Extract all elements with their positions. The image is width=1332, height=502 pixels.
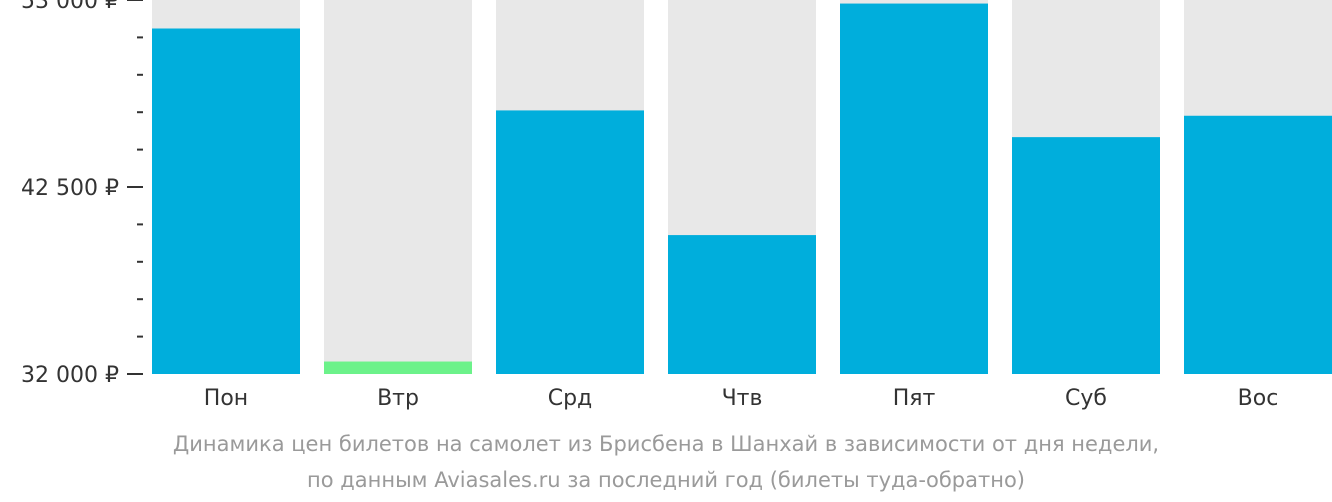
bar-6[interactable] [1012,137,1160,374]
bar-3[interactable] [496,110,644,375]
bar-1[interactable] [152,28,300,374]
x-axis: Пон Втр Срд Чтв Пят Суб Вос [204,386,1279,411]
y-axis: 53 000 ₽ 42 500 ₽ 32 000 ₽ [21,0,143,388]
price-by-weekday-chart: 53 000 ₽ 42 500 ₽ 32 000 ₽ Пон Втр Срд Чтв Пят… [21,0,1332,411]
x-tick-label: Суб [1065,386,1107,411]
y-tick-label: 53 000 ₽ [21,0,119,14]
x-tick-label: Чтв [722,386,763,411]
bar-7[interactable] [1184,115,1332,374]
x-tick-label: Пят [893,386,936,411]
bar-2[interactable] [324,361,472,374]
bar-5[interactable] [840,3,988,375]
x-tick-label: Вос [1238,386,1279,411]
bars [152,3,1332,375]
bar-4[interactable] [668,235,816,374]
x-tick-label: Пон [204,386,248,411]
chart-caption-line-2: по данным Aviasales.ru за последний год … [307,468,1025,492]
bar-track [324,0,472,374]
y-tick-label: 42 500 ₽ [21,176,119,201]
chart-caption-line-1: Динамика цен билетов на самолет из Брисб… [172,432,1160,456]
y-tick-label: 32 000 ₽ [21,363,119,388]
x-tick-label: Срд [548,386,593,411]
x-tick-label: Втр [377,386,419,411]
